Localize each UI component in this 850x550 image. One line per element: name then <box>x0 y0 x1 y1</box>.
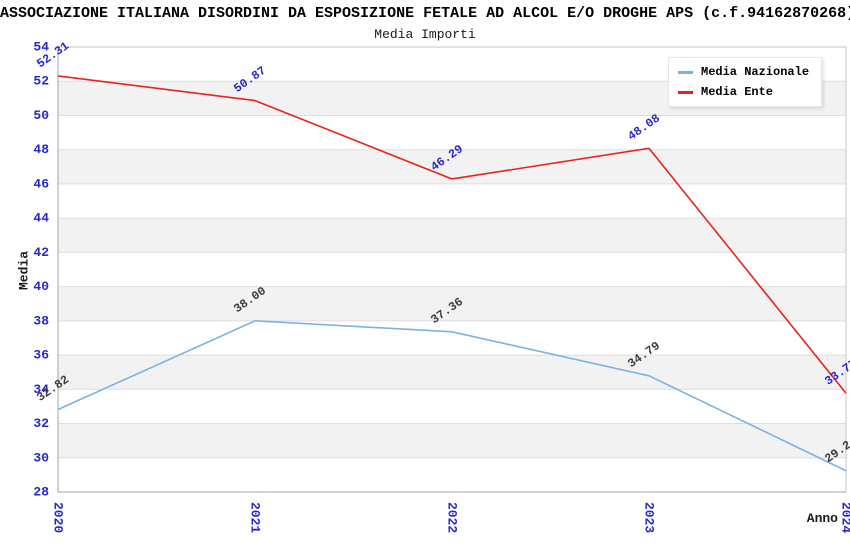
legend-item-media-ente: Media Ente <box>678 85 809 99</box>
plot-band <box>58 286 846 321</box>
plot-band <box>58 115 846 150</box>
plot-band <box>58 457 846 492</box>
legend-item-media-nazionale: Media Nazionale <box>678 65 809 79</box>
x-tick-label: 2021 <box>248 502 263 533</box>
y-tick-label: 42 <box>33 245 49 260</box>
media-ente-line <box>57 75 847 394</box>
plot-band <box>58 389 846 424</box>
chart-subtitle: Media Importi <box>374 27 476 42</box>
plot-band <box>58 218 846 253</box>
y-tick-label: 52 <box>33 74 49 89</box>
y-tick-label: 36 <box>33 348 49 363</box>
x-tick-label: 2023 <box>642 502 657 533</box>
plot-band <box>58 423 846 458</box>
y-tick-label: 40 <box>33 279 49 294</box>
x-axis-title: Anno <box>806 511 838 526</box>
media-nazionale-line-swatch <box>678 70 693 74</box>
plot-band <box>58 183 846 219</box>
legend-label-media-ente: Media Ente <box>701 85 774 99</box>
y-tick-label: 30 <box>33 450 49 465</box>
media-nazionale-line <box>57 320 847 472</box>
y-tick-label: 38 <box>33 313 49 328</box>
plot-band <box>58 355 846 390</box>
y-tick-label: 50 <box>33 108 49 123</box>
y-tick-label: 48 <box>33 142 49 157</box>
y-axis-title: Media <box>16 251 32 291</box>
y-tick-label: 34 <box>33 382 49 397</box>
y-tick-label: 46 <box>33 176 49 191</box>
chart-title: ASSOCIAZIONE ITALIANA DISORDINI DA ESPOS… <box>0 5 850 22</box>
y-tick-label: 44 <box>33 211 49 226</box>
legend-label-media-nazionale: Media Nazionale <box>701 65 810 79</box>
media-ente-line-swatch <box>678 90 693 94</box>
y-tick-label: 32 <box>33 416 49 431</box>
y-tick-label: 28 <box>33 485 49 500</box>
y-tick-label: 54 <box>33 40 49 55</box>
plot-band <box>58 252 846 287</box>
legend: Media Nazionale Media Ente <box>668 57 823 107</box>
x-tick-label: 2024 <box>839 502 850 533</box>
x-tick-label: 2020 <box>51 502 66 533</box>
plot-band <box>58 320 846 356</box>
x-tick-label: 2022 <box>445 502 460 533</box>
